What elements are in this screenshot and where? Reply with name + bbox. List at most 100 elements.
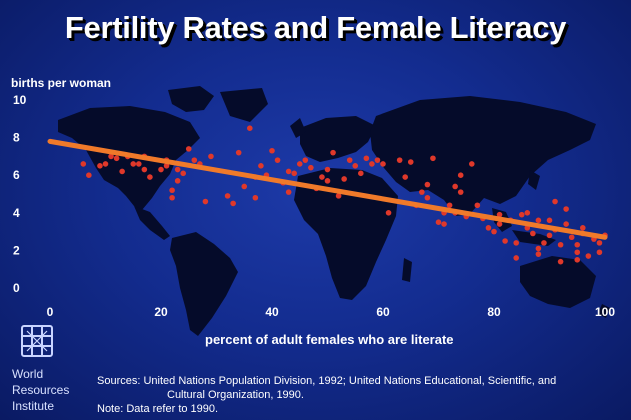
data-point — [496, 221, 503, 227]
data-point — [202, 198, 209, 205]
data-point — [535, 251, 542, 257]
data-point — [407, 159, 414, 165]
x-tick-label: 100 — [595, 305, 615, 319]
data-point — [557, 258, 564, 265]
x-tick-label: 80 — [487, 305, 501, 319]
data-point — [474, 202, 481, 209]
x-tick-label: 0 — [47, 305, 54, 319]
data-point — [130, 161, 137, 167]
data-point — [180, 170, 186, 177]
trend-line-group — [47, 138, 608, 240]
data-point — [424, 194, 431, 201]
data-point — [302, 157, 309, 163]
data-point — [169, 194, 175, 201]
x-axis-label: percent of adult females who are literat… — [205, 332, 454, 347]
data-point — [568, 234, 575, 241]
data-point — [430, 155, 436, 162]
x-tick-label: 20 — [154, 305, 168, 319]
data-point — [296, 161, 303, 167]
data-point — [457, 189, 464, 195]
data-point — [80, 161, 87, 167]
data-point — [563, 221, 569, 227]
data-point — [169, 187, 175, 194]
data-point — [113, 155, 120, 162]
data-point — [419, 189, 425, 195]
y-tick-label: 6 — [13, 168, 20, 182]
y-tick-label: 10 — [13, 93, 27, 107]
data-point — [358, 170, 364, 177]
data-point — [224, 193, 231, 199]
data-point — [435, 219, 442, 225]
data-point — [452, 183, 458, 190]
data-point — [174, 166, 181, 173]
x-tick-label: 40 — [265, 305, 279, 319]
data-point — [247, 125, 253, 131]
data-point — [491, 228, 497, 235]
data-point — [97, 163, 103, 169]
data-point — [485, 225, 492, 231]
data-point — [385, 210, 392, 216]
data-point — [136, 161, 142, 167]
data-point — [252, 194, 259, 201]
data-point — [424, 181, 431, 188]
y-tick-label: 0 — [13, 281, 20, 295]
data-point — [546, 232, 553, 239]
data-point — [330, 149, 336, 156]
trend-line — [47, 138, 608, 240]
data-point — [324, 166, 331, 173]
data-point — [502, 238, 508, 244]
data-point — [369, 161, 375, 167]
data-point — [141, 166, 148, 173]
data-point — [530, 230, 536, 237]
data-point — [396, 157, 403, 163]
data-point — [469, 161, 475, 167]
y-tick-label: 8 — [13, 131, 20, 145]
data-point — [585, 253, 592, 259]
data-point — [346, 157, 353, 163]
data-point — [174, 178, 181, 184]
data-point — [230, 200, 236, 207]
data-point — [574, 249, 581, 256]
data-point — [341, 176, 347, 182]
data-point — [402, 174, 409, 180]
data-point — [580, 225, 586, 231]
data-point — [574, 241, 581, 248]
data-point — [235, 149, 242, 156]
logo-line-2: Resources — [12, 383, 70, 397]
data-point — [541, 240, 547, 246]
data-point — [285, 168, 292, 175]
data-point — [335, 193, 342, 199]
data-point — [185, 146, 192, 152]
data-point — [441, 221, 447, 227]
y-tick-label: 4 — [13, 206, 20, 220]
world-map-background — [58, 86, 610, 336]
data-point — [535, 217, 542, 224]
data-point — [308, 164, 314, 171]
data-point — [291, 170, 298, 177]
data-point — [380, 161, 386, 167]
data-point — [241, 183, 248, 190]
data-point — [574, 257, 581, 263]
y-axis-label: births per woman — [11, 76, 112, 90]
data-point — [274, 157, 281, 163]
note-line: Note: Data refer to 1990. — [97, 403, 219, 415]
data-point — [513, 240, 519, 246]
data-point — [119, 168, 125, 175]
data-point — [374, 157, 381, 163]
data-point — [546, 217, 553, 224]
wri-logo-icon — [21, 325, 53, 357]
y-tick-label: 2 — [13, 243, 20, 257]
data-point — [552, 198, 558, 205]
data-point — [363, 155, 370, 162]
data-point — [269, 147, 275, 154]
data-point — [258, 163, 264, 169]
data-point — [352, 163, 359, 169]
data-point — [147, 174, 153, 180]
data-point — [457, 172, 464, 178]
chart-title: Fertility Rates and Female Literacy — [64, 10, 567, 45]
data-point — [158, 166, 164, 173]
data-point — [513, 255, 519, 261]
